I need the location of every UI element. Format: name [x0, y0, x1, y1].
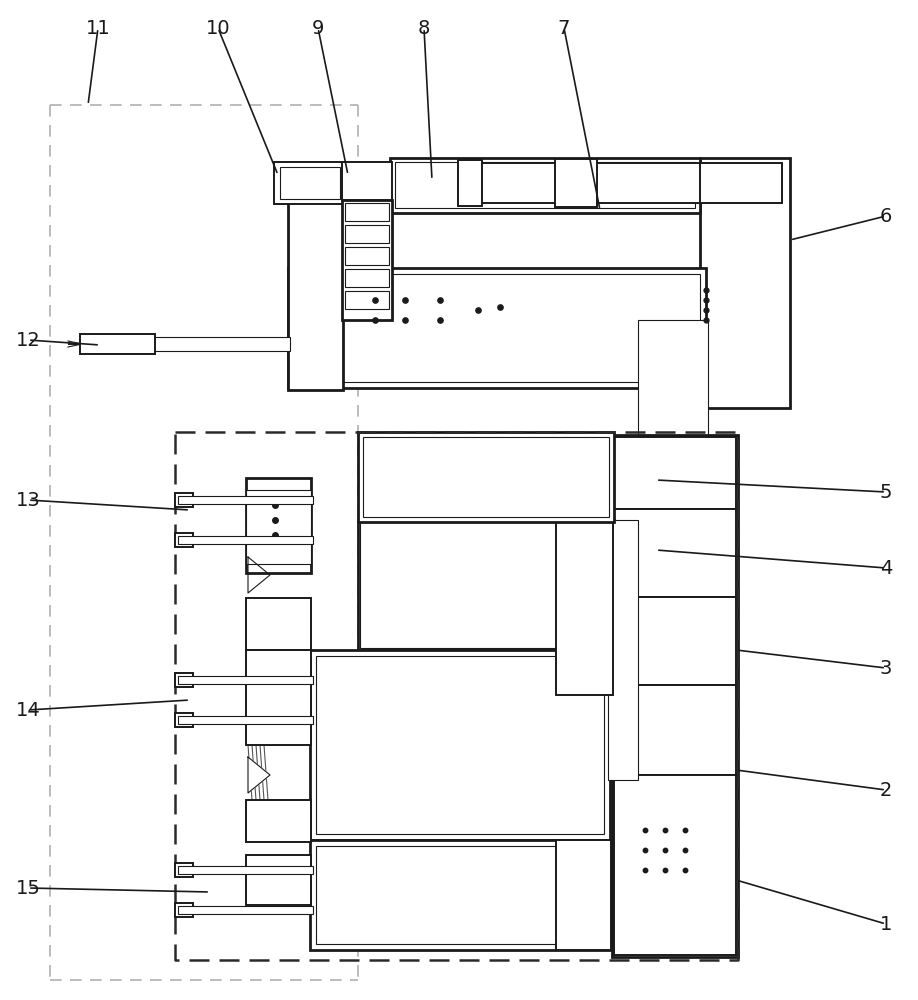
Bar [345, 291, 389, 309]
Bar [316, 846, 604, 944]
Text: 2: 2 [879, 780, 892, 800]
Bar [608, 520, 638, 780]
Bar [614, 437, 736, 509]
Bar [178, 866, 313, 874]
Bar [175, 903, 193, 917]
Text: 12: 12 [16, 330, 40, 350]
Bar [175, 713, 193, 727]
Bar [178, 536, 313, 544]
Bar [80, 337, 290, 351]
Text: 4: 4 [879, 558, 892, 578]
Bar [395, 162, 695, 208]
Bar [178, 496, 313, 504]
Bar [294, 274, 700, 382]
Bar [345, 225, 389, 243]
Bar [478, 163, 702, 203]
Bar [700, 158, 790, 408]
Text: 15: 15 [16, 879, 40, 898]
Bar [246, 855, 311, 905]
Bar [246, 490, 311, 564]
Text: 14: 14 [16, 700, 40, 720]
Bar [363, 437, 609, 517]
Text: 9: 9 [312, 18, 324, 37]
Bar [360, 522, 610, 648]
Bar [555, 159, 597, 207]
Text: 6: 6 [879, 207, 892, 226]
Text: 7: 7 [558, 18, 570, 37]
Bar [310, 840, 610, 950]
Text: 13: 13 [16, 490, 40, 510]
Text: 3: 3 [879, 658, 892, 678]
Bar [280, 167, 340, 199]
Bar [345, 247, 389, 265]
Bar [178, 676, 313, 684]
Bar [342, 162, 392, 200]
Bar [175, 673, 193, 687]
Bar [178, 906, 313, 914]
Bar [700, 163, 782, 203]
Bar [345, 203, 389, 221]
Text: 5: 5 [879, 483, 892, 502]
Bar [612, 435, 738, 957]
Bar [614, 509, 736, 597]
Bar [246, 650, 311, 745]
Text: 8: 8 [418, 18, 431, 37]
Text: 11: 11 [85, 18, 110, 37]
Text: 1: 1 [879, 914, 892, 934]
Bar [246, 800, 311, 842]
Bar [178, 716, 313, 724]
Polygon shape [248, 557, 270, 593]
Bar [316, 656, 604, 834]
Bar [246, 478, 311, 573]
Bar [246, 598, 311, 650]
Bar [288, 268, 706, 388]
Bar [345, 269, 389, 287]
Bar [175, 863, 193, 877]
Bar [288, 200, 343, 390]
Bar [274, 162, 346, 204]
Bar [458, 160, 482, 206]
Bar [614, 685, 736, 775]
Bar [358, 432, 614, 522]
Bar [614, 597, 736, 685]
Bar [310, 650, 610, 840]
Bar [556, 435, 613, 695]
Bar [556, 840, 611, 950]
Bar [614, 775, 736, 955]
Bar [358, 520, 614, 650]
Bar [342, 200, 392, 320]
Bar [175, 493, 193, 507]
Bar [175, 533, 193, 547]
Polygon shape [248, 757, 270, 793]
Text: 10: 10 [206, 18, 230, 37]
Bar [390, 158, 700, 213]
Bar [638, 320, 708, 435]
Bar [80, 334, 155, 354]
